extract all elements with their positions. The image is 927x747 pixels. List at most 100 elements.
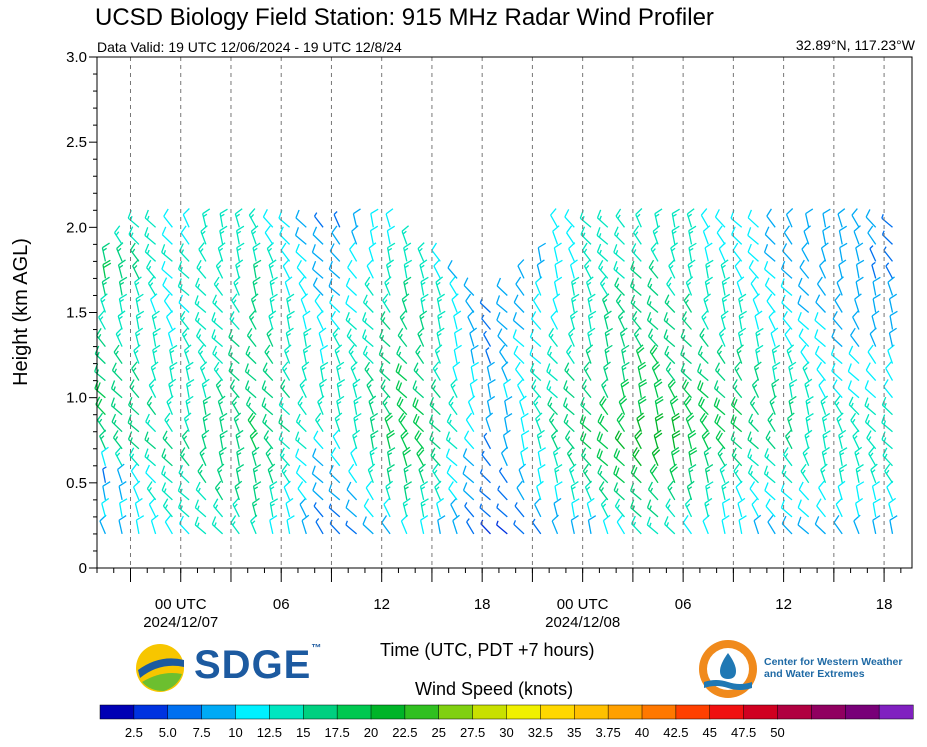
colorbar-swatch xyxy=(133,704,169,720)
colorbar-tick-label: 5.0 xyxy=(159,725,177,740)
wind-barb xyxy=(652,225,661,245)
wind-barb xyxy=(513,345,525,365)
wind-barb xyxy=(714,362,726,382)
wind-barb xyxy=(262,413,274,433)
wind-barb xyxy=(110,380,123,399)
wind-barb xyxy=(363,498,374,518)
wind-barb xyxy=(629,278,642,296)
wind-barb xyxy=(279,447,291,467)
wind-barb xyxy=(714,209,726,228)
colorbar-tick-label: 50 xyxy=(770,725,784,740)
wind-barb xyxy=(646,516,659,535)
wind-barb xyxy=(597,464,609,484)
wind-barb xyxy=(453,344,462,364)
wind-barb xyxy=(215,259,224,279)
wind-barb xyxy=(219,208,228,228)
wind-barb xyxy=(228,362,240,382)
wind-barb xyxy=(553,497,562,518)
wind-barb xyxy=(465,412,475,433)
wind-barb xyxy=(771,378,780,398)
wind-barb xyxy=(412,397,425,416)
colorbar-swatch xyxy=(336,704,372,720)
wind-barb xyxy=(200,225,208,245)
wind-barb xyxy=(436,293,446,313)
wind-barb xyxy=(683,395,693,416)
wind-barb xyxy=(329,464,341,484)
wind-barb xyxy=(563,380,575,399)
wind-barb xyxy=(233,412,242,432)
wind-barb xyxy=(167,327,176,347)
wind-barb xyxy=(295,464,307,484)
wind-barb xyxy=(463,277,475,296)
wind-barb xyxy=(211,329,224,348)
wind-barb xyxy=(664,345,676,365)
wind-barb xyxy=(730,396,743,416)
wind-barb xyxy=(435,276,444,296)
wind-barb xyxy=(266,327,274,347)
wind-barb xyxy=(483,330,492,347)
wind-barb xyxy=(135,310,145,330)
y-tick-label: 2.0 xyxy=(66,219,87,236)
wind-barb xyxy=(515,276,525,296)
wind-barb xyxy=(836,276,844,296)
wind-barb xyxy=(881,431,893,450)
wind-barb xyxy=(619,327,628,347)
wind-barb xyxy=(832,311,843,330)
wind-barb xyxy=(370,430,379,449)
wind-barb xyxy=(569,310,578,330)
wind-barb xyxy=(872,293,881,313)
wind-barb xyxy=(747,243,759,262)
wind-barb xyxy=(504,395,513,415)
wind-barb xyxy=(144,243,157,262)
wind-barb xyxy=(412,380,425,399)
wind-barb xyxy=(227,346,240,365)
wind-barb xyxy=(719,463,728,484)
wind-barb xyxy=(312,226,324,245)
wind-barb xyxy=(548,412,559,433)
wind-barb xyxy=(177,278,190,296)
wind-barb xyxy=(614,277,625,296)
wind-barb xyxy=(336,361,345,381)
wind-barb xyxy=(805,412,814,432)
wind-barb xyxy=(352,429,361,449)
wind-barb xyxy=(165,310,174,330)
wind-barb xyxy=(663,312,676,330)
wind-barb xyxy=(219,225,228,245)
wind-barb xyxy=(685,276,694,296)
wind-barb xyxy=(604,344,613,364)
wind-barb xyxy=(721,276,731,296)
wind-barb xyxy=(631,310,642,330)
wind-barb xyxy=(236,447,245,466)
wind-barb xyxy=(146,259,157,279)
wind-barb xyxy=(369,225,379,245)
wind-barb xyxy=(733,463,743,484)
wind-barb xyxy=(554,259,563,279)
wind-barb xyxy=(499,344,508,364)
wind-barb xyxy=(736,276,745,296)
wind-barb xyxy=(600,497,609,518)
wind-barb xyxy=(194,311,207,330)
wind-barb xyxy=(331,225,341,245)
wind-barb xyxy=(697,380,709,399)
wind-barb xyxy=(584,480,593,501)
wind-barb xyxy=(848,396,860,416)
wind-barb xyxy=(747,448,759,467)
wind-barb xyxy=(750,276,760,296)
wind-barb xyxy=(234,480,243,501)
wind-barb xyxy=(214,480,224,501)
wind-barb xyxy=(336,395,345,415)
wind-barb xyxy=(550,208,559,228)
wind-barb xyxy=(315,518,324,535)
wind-barb xyxy=(854,446,863,466)
wind-barb xyxy=(201,378,210,398)
wind-barb xyxy=(295,431,307,450)
wind-barb xyxy=(601,293,610,313)
wind-barb xyxy=(720,259,729,279)
colorbar-swatch xyxy=(574,704,609,720)
wind-barb xyxy=(816,276,827,296)
wind-barb xyxy=(295,413,307,433)
wind-barb xyxy=(127,414,140,433)
wind-barb xyxy=(228,329,240,348)
wind-barb xyxy=(415,344,425,364)
wind-barb xyxy=(814,345,826,365)
